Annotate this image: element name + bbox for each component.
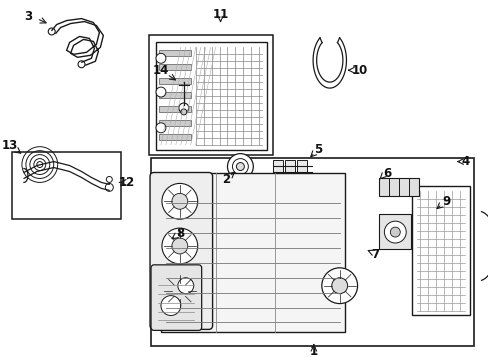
Bar <box>379 179 418 196</box>
Circle shape <box>389 227 400 237</box>
Bar <box>159 134 190 140</box>
Bar <box>285 159 294 171</box>
Circle shape <box>321 268 357 303</box>
Circle shape <box>162 183 197 219</box>
Text: 4: 4 <box>461 155 469 168</box>
Bar <box>161 174 344 332</box>
Circle shape <box>162 273 197 309</box>
Bar <box>159 50 190 56</box>
Bar <box>12 152 121 219</box>
Circle shape <box>227 154 253 179</box>
Text: 10: 10 <box>351 64 367 77</box>
Circle shape <box>181 109 186 115</box>
Circle shape <box>162 228 197 264</box>
Circle shape <box>232 159 248 175</box>
Circle shape <box>384 221 406 243</box>
Circle shape <box>156 53 165 63</box>
Bar <box>159 92 190 98</box>
Text: 6: 6 <box>383 167 391 180</box>
Text: 13: 13 <box>2 139 18 152</box>
Bar <box>159 78 190 84</box>
FancyBboxPatch shape <box>150 172 212 329</box>
Text: 5: 5 <box>313 143 321 156</box>
Text: 9: 9 <box>442 195 450 208</box>
Circle shape <box>156 123 165 133</box>
FancyBboxPatch shape <box>151 265 201 330</box>
Bar <box>156 42 266 150</box>
Circle shape <box>171 238 187 254</box>
Bar <box>379 214 410 249</box>
Bar <box>159 120 190 126</box>
Bar <box>296 159 306 171</box>
Bar <box>411 186 469 315</box>
Text: 11: 11 <box>212 8 228 21</box>
Bar <box>149 35 273 154</box>
Bar <box>151 158 473 346</box>
Bar <box>159 64 190 70</box>
Text: 14: 14 <box>152 64 169 77</box>
Circle shape <box>179 103 188 113</box>
Circle shape <box>178 278 193 294</box>
Circle shape <box>236 163 244 171</box>
Bar <box>273 159 283 171</box>
Text: 12: 12 <box>119 176 135 189</box>
Text: 1: 1 <box>309 345 317 358</box>
Circle shape <box>331 278 347 294</box>
Bar <box>159 106 190 112</box>
Text: 8: 8 <box>176 226 184 239</box>
Text: 3: 3 <box>24 10 32 23</box>
Circle shape <box>171 283 187 298</box>
Circle shape <box>171 193 187 209</box>
Circle shape <box>156 87 165 97</box>
Circle shape <box>161 296 181 315</box>
Text: 7: 7 <box>371 248 379 261</box>
Text: 2: 2 <box>222 173 230 186</box>
